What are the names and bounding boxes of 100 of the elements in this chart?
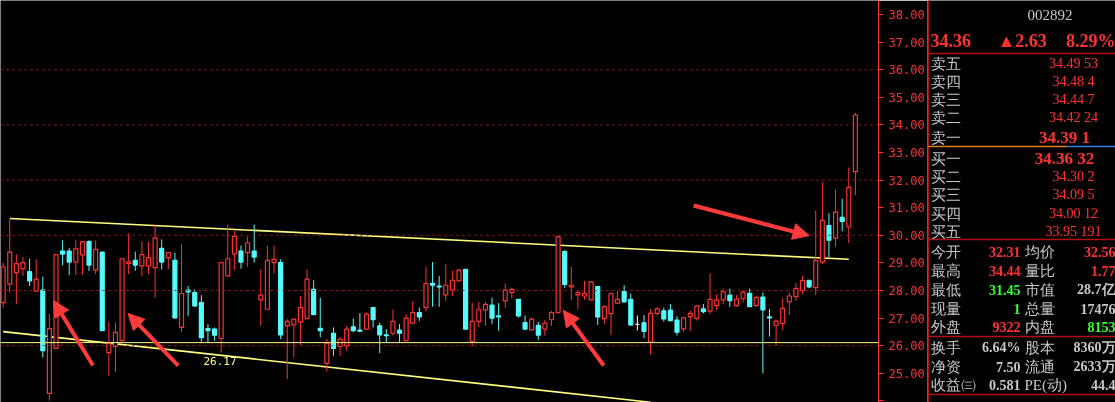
candlestick	[535, 321, 541, 341]
text: 002892	[1027, 6, 1073, 23]
candlestick	[26, 258, 33, 287]
y-tick-label: 34.00	[888, 118, 925, 133]
text: 流通	[1024, 358, 1055, 375]
candlestick	[522, 314, 528, 331]
text: 买四	[930, 205, 961, 222]
text: PE(动)	[1024, 376, 1067, 394]
y-tick-label: 31.00	[888, 201, 925, 216]
candlestick	[839, 198, 845, 232]
text: 2633万	[1073, 359, 1115, 374]
text: 现量	[930, 300, 961, 317]
text: 34.44	[989, 263, 1021, 279]
candlestick	[443, 263, 449, 302]
text: 均价	[1023, 243, 1055, 260]
text: 卖四	[930, 73, 961, 90]
text: 最低	[930, 281, 961, 298]
text: 28.7亿	[1077, 282, 1115, 297]
text: 34.49 53	[1049, 56, 1098, 71]
candlestick	[727, 288, 733, 308]
y-tick-label: 38.00	[888, 8, 925, 23]
text: 买一	[930, 150, 961, 167]
text: 外盘	[930, 318, 961, 335]
text: 最高	[930, 262, 961, 279]
text: 市值	[1024, 281, 1055, 298]
candlestick	[251, 224, 257, 264]
text: 卖二	[930, 109, 961, 126]
text: ▲2.63	[997, 30, 1047, 51]
text: 1	[1013, 301, 1021, 317]
text: 卖五	[930, 55, 961, 72]
text: 买三	[930, 186, 961, 203]
text: 股本	[1024, 339, 1055, 356]
candlestick	[33, 258, 39, 292]
text: 1.77	[1091, 263, 1115, 279]
candlestick	[482, 301, 488, 327]
y-tick-label: 37.00	[888, 35, 925, 50]
candlestick	[568, 266, 574, 301]
candlestick	[231, 230, 237, 271]
text: 17476	[1080, 301, 1115, 317]
text: 8.29%	[1066, 30, 1115, 51]
y-tick-label: 35.00	[888, 90, 925, 105]
candlestick	[766, 308, 773, 338]
text: 9322	[992, 319, 1021, 335]
candlestick	[132, 251, 138, 272]
text: 0.581	[989, 377, 1021, 393]
text: 32.31	[989, 244, 1021, 260]
candlestick	[159, 238, 165, 270]
candlestick	[60, 239, 66, 266]
text: 量比	[1024, 262, 1055, 279]
text: 买二	[930, 168, 961, 185]
y-tick-label: 33.00	[888, 146, 925, 161]
y-tick-label: 29.00	[888, 256, 925, 271]
y-tick-label: 27.00	[888, 311, 925, 326]
candlestick	[747, 288, 753, 308]
candlestick	[826, 212, 832, 258]
text: 卖一	[930, 129, 961, 146]
candlestick	[324, 338, 330, 373]
y-tick-label: 28.00	[888, 283, 925, 298]
text: 7.50	[996, 359, 1021, 375]
candlestick	[66, 247, 72, 276]
text: 总量	[1023, 300, 1055, 317]
candlestick	[377, 321, 383, 354]
text: 34.36	[930, 31, 971, 51]
text: 33.95 191	[1045, 224, 1102, 239]
text: 34.36 32	[1034, 149, 1095, 168]
candlestick	[86, 239, 92, 272]
text: 8360万	[1073, 340, 1115, 355]
candlestick	[238, 245, 244, 270]
text: 卖三	[930, 91, 961, 108]
text: 32.56	[1084, 244, 1115, 260]
candlestick	[93, 239, 99, 275]
text: 44.4	[1091, 377, 1115, 393]
candlestick	[542, 319, 548, 337]
annotation: 26.17	[203, 354, 237, 368]
candlestick	[429, 261, 436, 308]
candlestick	[106, 321, 112, 377]
y-tick-label: 26.00	[888, 339, 925, 354]
candlestick	[258, 268, 264, 327]
y-tick-label: 36.00	[888, 63, 925, 78]
y-tick-label: 30.00	[888, 228, 925, 243]
candlestick	[73, 239, 79, 276]
text: 34.39 1	[1039, 128, 1090, 147]
candlestick	[641, 314, 647, 339]
candlestick	[185, 285, 191, 317]
text: 34.42 24	[1049, 110, 1098, 125]
candlestick	[515, 298, 522, 319]
y-tick-label: 25.00	[888, 366, 925, 381]
candlestick	[436, 275, 442, 308]
text: 34.30 2	[1052, 169, 1095, 184]
text: 34.48 4	[1052, 74, 1095, 89]
text: 买五	[930, 223, 961, 240]
candlestick	[79, 240, 85, 276]
text: 内盘	[1024, 318, 1055, 335]
candlestick	[245, 236, 251, 268]
y-tick-label: 32.00	[888, 173, 925, 188]
candlestick	[396, 323, 403, 343]
text: 收益㈢	[930, 376, 976, 393]
text: 换手	[930, 339, 961, 356]
candlestick	[760, 291, 766, 375]
text: 今开	[930, 243, 961, 260]
